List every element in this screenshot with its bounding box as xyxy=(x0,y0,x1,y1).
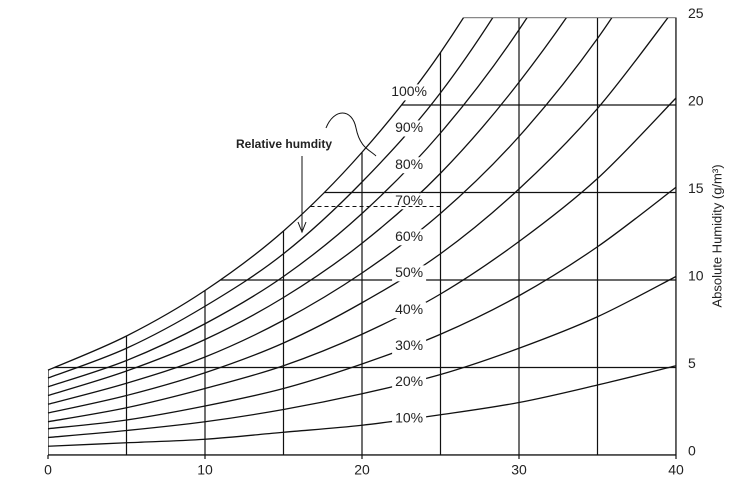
curve-label: 60% xyxy=(395,228,423,244)
x-tick-label: 30 xyxy=(511,462,527,478)
y-tick-label: 20 xyxy=(688,93,704,109)
curves xyxy=(47,17,677,447)
plot-area xyxy=(47,17,677,455)
label-bg xyxy=(392,157,427,174)
label-bg xyxy=(392,265,427,282)
curve-label: 70% xyxy=(395,192,423,208)
curve-label: 40% xyxy=(395,301,423,317)
curve-label: 20% xyxy=(395,373,423,389)
label-bg xyxy=(392,193,427,210)
annotation-arrow xyxy=(297,156,307,234)
curve-label: 100% xyxy=(391,83,427,99)
x-tick-label: 20 xyxy=(354,462,370,478)
label-bg xyxy=(392,374,427,391)
label-bg xyxy=(392,410,427,427)
rh-curve xyxy=(47,17,568,397)
rh-curve xyxy=(47,17,613,405)
x-tick-label: 10 xyxy=(197,462,213,478)
rh-curve xyxy=(47,17,669,414)
rh-curve xyxy=(47,365,677,447)
y-axis-label: Absolute Humidity (g/m³) xyxy=(709,164,724,307)
curve-label: 80% xyxy=(395,156,423,172)
annotation: Relative humdity xyxy=(236,137,332,151)
y-tick-label: 5 xyxy=(688,355,696,371)
x-tick-label: 40 xyxy=(668,462,684,478)
rh-curve xyxy=(47,186,677,430)
rh-curve xyxy=(47,97,677,423)
label-bg xyxy=(392,229,427,246)
rh-curve xyxy=(47,275,677,439)
annotation-squiggle xyxy=(325,112,377,157)
overlay: 051015202510%20%30%40%50%60%70%80%90%100… xyxy=(44,5,704,478)
rh-curve xyxy=(47,17,528,388)
label-bg xyxy=(392,120,427,137)
rh-curve xyxy=(47,17,465,371)
curve-label: 30% xyxy=(395,337,423,353)
curve-label: 10% xyxy=(395,410,423,426)
y-tick-label: 10 xyxy=(688,268,704,284)
rh-curve xyxy=(47,17,494,379)
label-bg xyxy=(392,84,427,101)
curve-label: 50% xyxy=(395,264,423,280)
y-tick-label: 0 xyxy=(688,443,696,459)
y-tick-label: 25 xyxy=(688,5,704,21)
label-bg xyxy=(392,302,427,319)
y-tick-label: 15 xyxy=(688,180,704,196)
curve-label: 90% xyxy=(395,119,423,135)
label-bg xyxy=(392,338,427,355)
x-tick-label: 0 xyxy=(44,462,52,478)
